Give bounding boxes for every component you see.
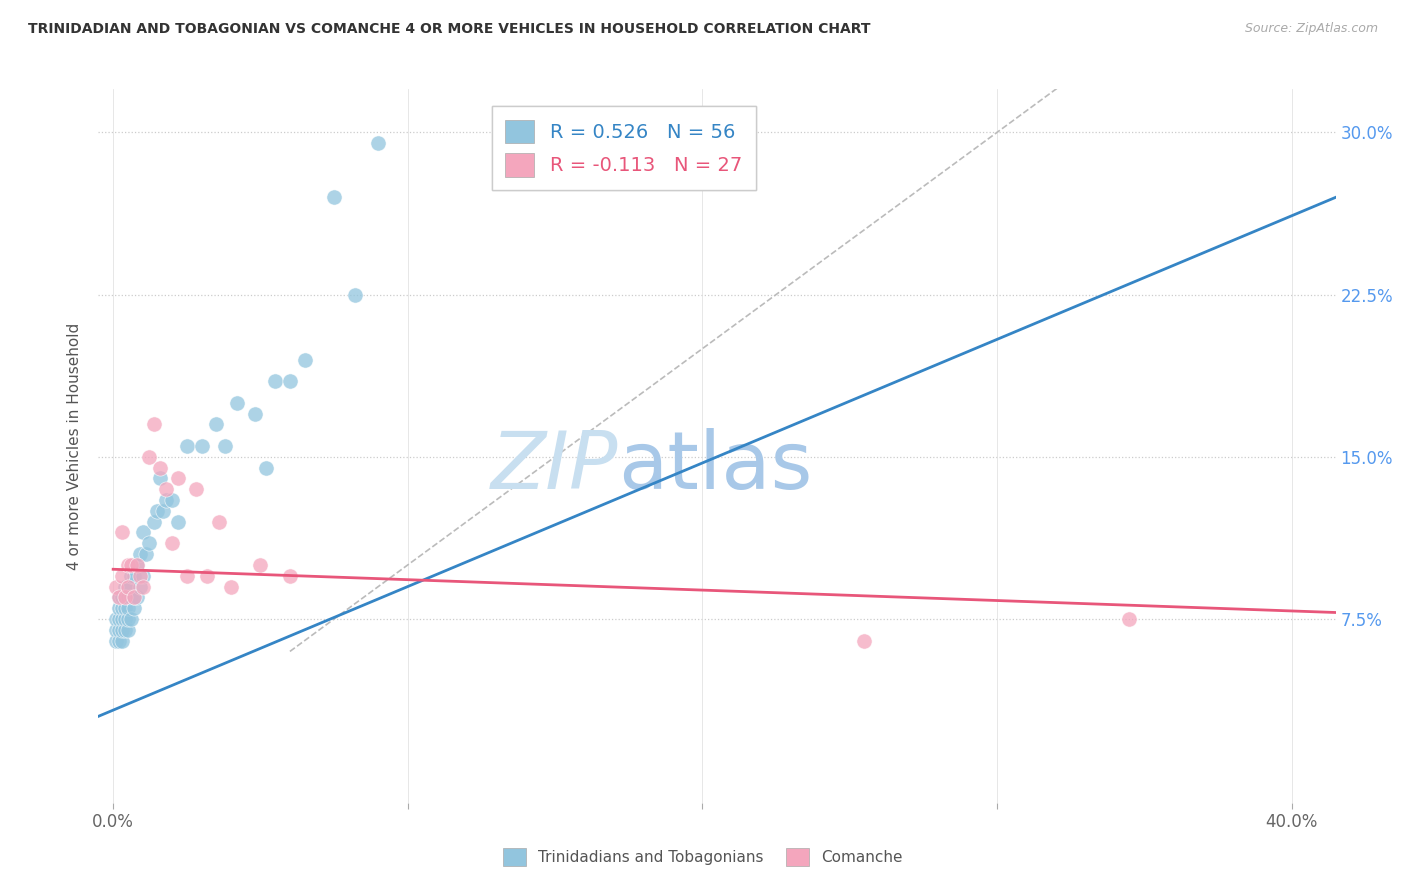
Point xyxy=(149,471,172,485)
Point xyxy=(167,515,190,529)
Point xyxy=(108,612,131,626)
Point xyxy=(122,601,145,615)
Point xyxy=(111,612,134,626)
Point xyxy=(225,396,247,410)
Point xyxy=(120,558,142,572)
Point xyxy=(155,493,177,508)
Point xyxy=(219,580,242,594)
Point xyxy=(117,591,139,605)
Point xyxy=(367,136,389,151)
Point xyxy=(176,439,198,453)
Point xyxy=(108,601,131,615)
Text: atlas: atlas xyxy=(619,428,813,507)
Point xyxy=(138,536,160,550)
Point xyxy=(160,493,183,508)
Point xyxy=(143,515,166,529)
Point xyxy=(208,515,231,529)
Point xyxy=(254,460,277,475)
Point xyxy=(117,580,139,594)
Point xyxy=(143,417,166,432)
Point xyxy=(160,536,183,550)
Point xyxy=(111,591,134,605)
Point xyxy=(125,558,148,572)
Point xyxy=(146,504,169,518)
Point xyxy=(214,439,236,453)
Point xyxy=(108,623,131,637)
Point xyxy=(111,601,134,615)
Point xyxy=(125,591,148,605)
Legend: R = 0.526   N = 56, R = -0.113   N = 27: R = 0.526 N = 56, R = -0.113 N = 27 xyxy=(492,106,756,191)
Point xyxy=(278,374,301,388)
Point xyxy=(105,612,128,626)
Point xyxy=(190,439,212,453)
Point xyxy=(111,525,134,540)
Point xyxy=(343,287,366,301)
Point xyxy=(111,623,134,637)
Point xyxy=(128,547,150,561)
Point xyxy=(1118,612,1140,626)
Point xyxy=(105,633,128,648)
Point xyxy=(243,407,266,421)
Point xyxy=(114,623,136,637)
Point xyxy=(264,374,287,388)
Point xyxy=(128,580,150,594)
Point xyxy=(117,612,139,626)
Point xyxy=(108,633,131,648)
Point xyxy=(111,633,134,648)
Point xyxy=(114,580,136,594)
Point xyxy=(120,568,142,582)
Point xyxy=(120,612,142,626)
Point xyxy=(152,504,174,518)
Point xyxy=(114,591,136,605)
Point xyxy=(167,471,190,485)
Point xyxy=(114,612,136,626)
Point xyxy=(131,525,153,540)
Point xyxy=(117,580,139,594)
Y-axis label: 4 or more Vehicles in Household: 4 or more Vehicles in Household xyxy=(67,322,83,570)
Point xyxy=(105,623,128,637)
Point xyxy=(184,482,207,496)
Point xyxy=(117,623,139,637)
Point xyxy=(138,450,160,464)
Point xyxy=(131,580,153,594)
Point xyxy=(125,558,148,572)
Point xyxy=(128,568,150,582)
Point xyxy=(176,568,198,582)
Point xyxy=(131,568,153,582)
Point xyxy=(114,601,136,615)
Point xyxy=(105,580,128,594)
Point xyxy=(111,568,134,582)
Point xyxy=(117,601,139,615)
Point xyxy=(120,591,142,605)
Point xyxy=(249,558,271,572)
Point xyxy=(323,190,346,204)
Point xyxy=(155,482,177,496)
Text: TRINIDADIAN AND TOBAGONIAN VS COMANCHE 4 OR MORE VEHICLES IN HOUSEHOLD CORRELATI: TRINIDADIAN AND TOBAGONIAN VS COMANCHE 4… xyxy=(28,22,870,37)
Point xyxy=(108,591,131,605)
Point xyxy=(294,352,316,367)
Point xyxy=(135,547,157,561)
Point xyxy=(853,633,876,648)
Point xyxy=(122,591,145,605)
Legend: Trinidadians and Tobagonians, Comanche: Trinidadians and Tobagonians, Comanche xyxy=(494,838,912,875)
Point xyxy=(278,568,301,582)
Text: ZIP: ZIP xyxy=(491,428,619,507)
Point xyxy=(205,417,228,432)
Point xyxy=(122,591,145,605)
Text: Source: ZipAtlas.com: Source: ZipAtlas.com xyxy=(1244,22,1378,36)
Point xyxy=(197,568,219,582)
Point xyxy=(117,558,139,572)
Point xyxy=(122,568,145,582)
Point xyxy=(149,460,172,475)
Point xyxy=(108,591,131,605)
